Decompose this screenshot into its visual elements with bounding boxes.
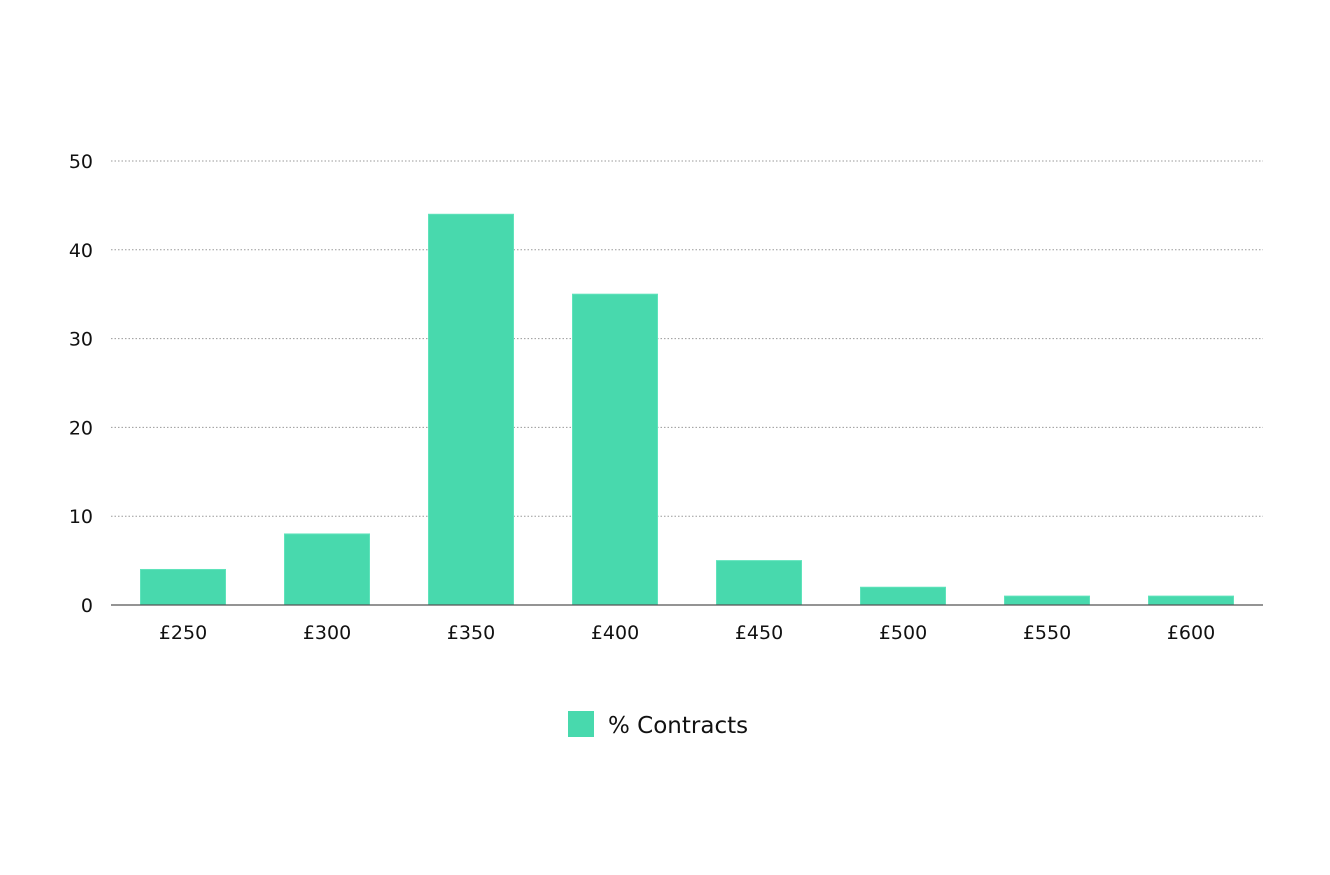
legend-label: % Contracts [608,713,748,739]
bar [572,293,658,606]
bar [1004,595,1090,606]
x-tick-label: £450 [735,622,783,644]
y-tick-label: 30 [69,329,93,351]
y-tick-label: 40 [69,240,93,262]
gridlines [111,160,1263,517]
x-tick-label: £500 [879,622,927,644]
bar [284,533,370,606]
x-tick-label: £300 [303,622,351,644]
legend: % Contracts [568,711,748,739]
bar [860,586,946,606]
y-tick-label: 0 [81,595,93,617]
bar [1148,595,1234,606]
x-tick-label: £600 [1167,622,1215,644]
bars [140,213,1234,606]
x-axis-tick-labels: £250 £300 £350 £400 £450 £500 £550 £600 [159,622,1215,644]
x-tick-label: £350 [447,622,495,644]
bar [428,213,514,606]
legend-swatch [568,711,594,737]
bar [716,560,802,606]
x-tick-label: £400 [591,622,639,644]
y-tick-label: 20 [69,417,93,439]
y-axis-tick-labels: 0 10 20 30 40 50 [69,151,93,617]
x-tick-label: £550 [1023,622,1071,644]
bar [140,568,226,606]
y-tick-label: 10 [69,506,93,528]
x-tick-label: £250 [159,622,207,644]
y-tick-label: 50 [69,151,93,173]
